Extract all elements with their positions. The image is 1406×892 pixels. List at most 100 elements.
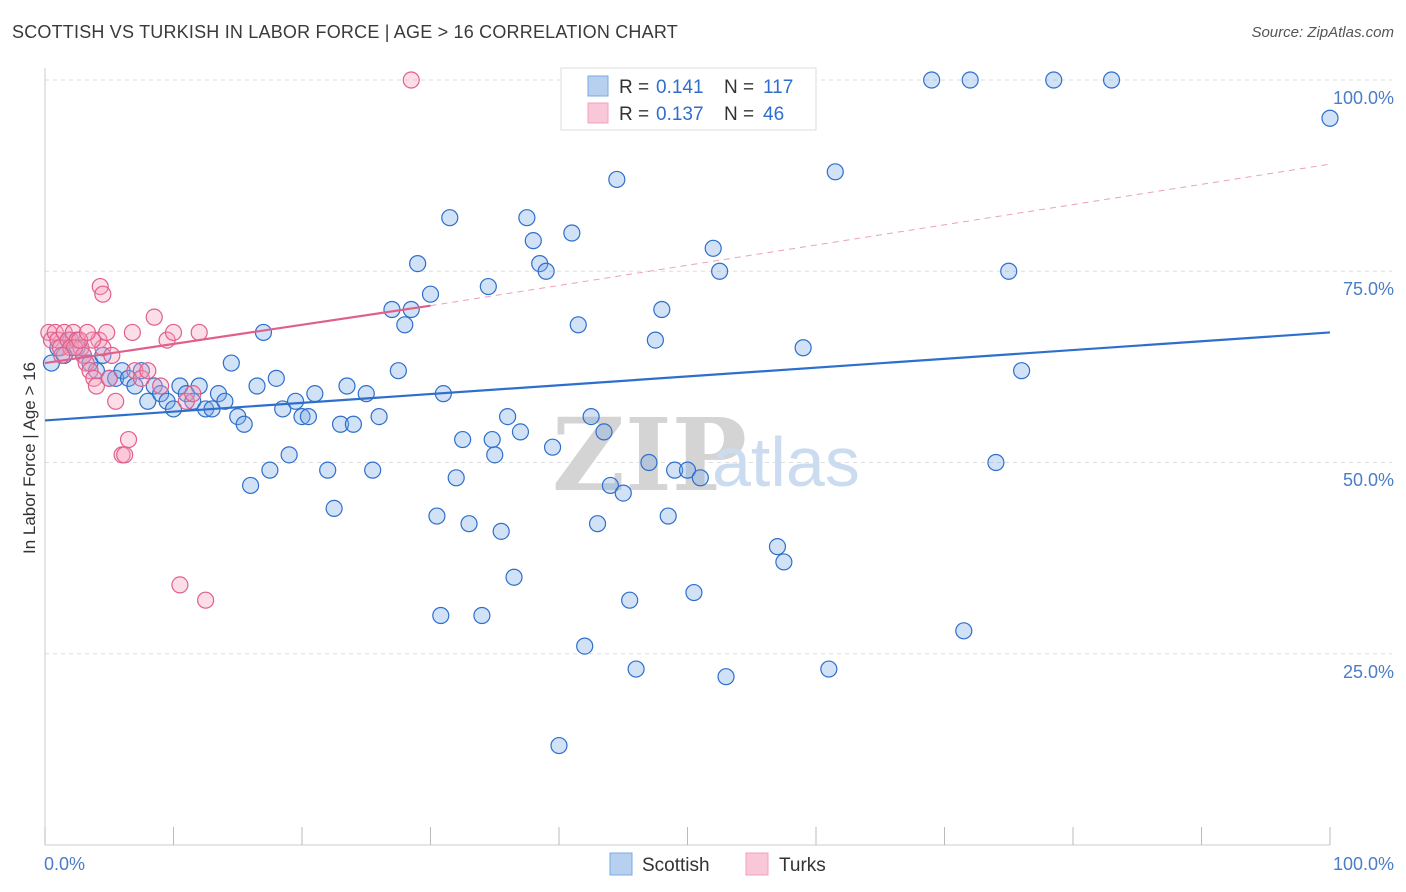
data-point — [184, 385, 202, 403]
data-point — [1102, 71, 1121, 89]
data-point — [242, 476, 260, 495]
data-point — [116, 446, 134, 464]
legend: R = 0.141 N = 117 R = 0.137 N = 46 — [560, 67, 817, 131]
data-point — [704, 239, 722, 257]
trend-line-turks-extension — [430, 163, 1331, 307]
data-point — [325, 499, 343, 517]
legend-n-label: N = — [724, 77, 754, 98]
legend-r-label: R = — [619, 104, 649, 125]
data-point — [550, 736, 568, 755]
data-point — [103, 346, 121, 364]
legend-n-value: 46 — [763, 104, 784, 125]
data-point — [518, 209, 536, 227]
data-point — [94, 285, 112, 303]
data-point — [293, 408, 311, 426]
data-point — [344, 415, 362, 433]
data-point — [499, 408, 517, 426]
data-point — [582, 408, 600, 426]
data-point — [421, 285, 440, 303]
data-point — [139, 362, 157, 380]
data-point — [123, 323, 141, 342]
data-point — [1045, 71, 1063, 89]
data-point — [640, 453, 658, 472]
data-point — [1321, 109, 1339, 127]
gridlines — [45, 79, 1392, 655]
data-point — [569, 316, 587, 334]
legend-swatch-scottish — [587, 75, 609, 97]
data-point — [306, 385, 324, 403]
data-point — [364, 461, 382, 479]
data-point — [511, 423, 530, 441]
data-point — [473, 606, 491, 625]
data-point — [119, 430, 138, 449]
data-point — [286, 392, 305, 410]
x-tick-label: 0.0% — [44, 854, 85, 874]
data-point — [107, 392, 125, 410]
data-point — [576, 637, 594, 655]
legend-swatch-turks — [587, 102, 609, 124]
bottom-legend-label-scottish: Scottish — [642, 855, 710, 876]
data-point — [961, 71, 979, 89]
bottom-legend-label-turks: Turks — [779, 855, 826, 876]
data-point — [608, 170, 626, 189]
data-point — [588, 515, 607, 533]
legend-n-label: N = — [724, 104, 754, 125]
bottom-legend-swatch-scottish — [609, 852, 633, 876]
data-point — [768, 538, 787, 556]
data-point — [100, 369, 118, 387]
data-point — [267, 369, 285, 387]
data-point — [319, 461, 337, 479]
bottom-legend-swatch-turks — [745, 852, 769, 876]
data-point — [222, 354, 240, 372]
data-point — [78, 323, 97, 342]
source-credit: Source: ZipAtlas.com — [1251, 24, 1394, 41]
data-point — [479, 277, 497, 296]
data-point — [216, 392, 234, 410]
data-point — [280, 446, 298, 464]
data-point — [794, 339, 812, 357]
data-point — [483, 430, 501, 449]
bottom-legend: Scottish Turks — [609, 852, 826, 876]
data-point — [190, 323, 208, 342]
data-point — [955, 622, 973, 640]
data-point — [486, 446, 504, 464]
data-point — [389, 362, 407, 380]
data-point — [685, 583, 703, 602]
legend-r-value: 0.137 — [656, 104, 704, 125]
y-tick-label: 75.0% — [1343, 279, 1394, 299]
data-point — [678, 461, 697, 479]
trend-lines — [44, 163, 1331, 422]
data-point — [299, 408, 318, 426]
data-point — [826, 163, 844, 181]
data-point — [409, 255, 427, 273]
data-point — [248, 377, 266, 395]
data-point — [338, 377, 356, 395]
data-point — [820, 660, 838, 678]
data-point — [454, 430, 472, 449]
data-point — [98, 323, 116, 342]
data-point — [627, 660, 645, 678]
data-point — [711, 262, 729, 280]
data-point — [601, 476, 620, 495]
data-point — [666, 461, 684, 479]
chart-title: SCOTTISH VS TURKISH IN LABOR FORCE | AGE… — [12, 22, 678, 42]
data-point — [492, 522, 510, 540]
axes — [44, 68, 1331, 846]
data-point — [164, 323, 183, 342]
data-point — [524, 232, 542, 250]
data-point — [331, 415, 350, 433]
data-point — [646, 331, 664, 349]
data-point — [432, 606, 450, 625]
data-point — [923, 71, 941, 89]
data-point — [235, 415, 253, 433]
data-point — [447, 469, 465, 487]
data-point — [197, 591, 215, 609]
y-tick-label: 100.0% — [1333, 88, 1394, 108]
data-point — [717, 668, 735, 686]
data-point — [1012, 362, 1031, 380]
data-point — [460, 515, 478, 533]
data-point — [595, 423, 613, 441]
data-point — [614, 484, 632, 502]
y-tick-label: 25.0% — [1343, 662, 1394, 682]
